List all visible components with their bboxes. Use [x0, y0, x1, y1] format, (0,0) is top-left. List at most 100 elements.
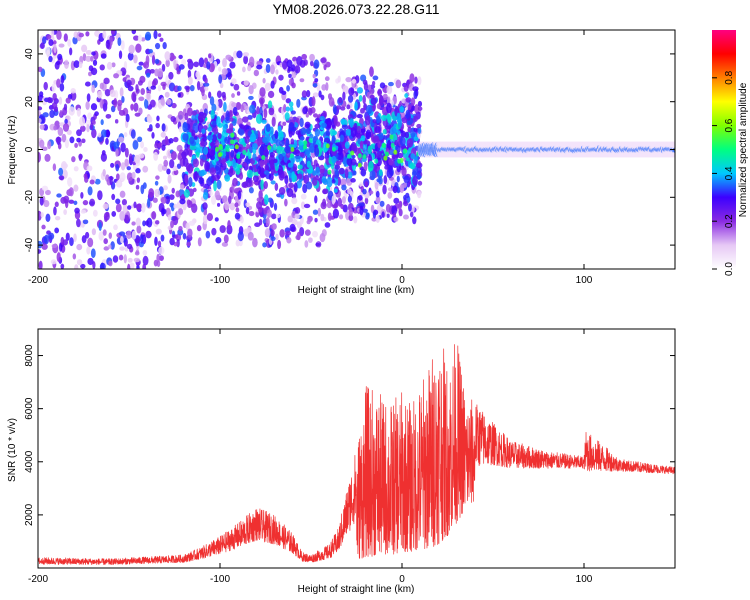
heatmap-cell: [187, 76, 193, 86]
heatmap-cell: [244, 135, 250, 144]
heatmap-cell: [240, 104, 244, 113]
heatmap-cell: [358, 94, 363, 102]
heatmap-cell: [368, 160, 374, 172]
heatmap-cell: [267, 100, 273, 110]
heatmap-cell: [103, 77, 110, 85]
heatmap-cell: [232, 106, 238, 116]
heatmap-cell: [41, 224, 46, 230]
heatmap-cell: [132, 139, 139, 150]
heatmap-cell: [182, 232, 187, 240]
heatmap-cell: [144, 31, 152, 41]
heatmap-cell: [110, 162, 115, 168]
heatmap-cell: [154, 58, 160, 65]
heatmap-cell: [231, 93, 235, 98]
heatmap-cell: [149, 99, 156, 108]
heatmap-cell: [164, 91, 170, 98]
heatmap-cell: [241, 181, 247, 188]
heatmap-cell: [178, 208, 184, 215]
heatmap-cell: [132, 164, 137, 170]
heatmap-cell: [299, 136, 305, 141]
heatmap-cell: [229, 144, 235, 150]
spectrogram-xtick-label: 0: [399, 275, 405, 286]
heatmap-cell: [279, 229, 285, 238]
heatmap-cell: [259, 145, 264, 157]
heatmap-cell: [38, 240, 43, 249]
heatmap-cell: [391, 205, 398, 216]
heatmap-cell: [211, 134, 218, 143]
heatmap-cell: [236, 153, 241, 159]
heatmap-cell: [386, 168, 393, 179]
heatmap-cell: [275, 139, 281, 147]
heatmap-cell: [98, 231, 104, 241]
heatmap-cell: [264, 82, 271, 92]
heatmap-cell: [318, 90, 322, 98]
heatmap-cell: [327, 212, 332, 222]
heatmap-cell: [293, 182, 298, 193]
heatmap-cell: [382, 128, 387, 135]
heatmap-cell: [157, 33, 162, 38]
heatmap-cell: [341, 196, 346, 204]
heatmap-cell: [214, 163, 222, 175]
heatmap-cell: [211, 103, 217, 112]
heatmap-cell: [80, 209, 87, 214]
heatmap-cell: [221, 68, 228, 75]
heatmap-cell: [51, 102, 58, 110]
heatmap-cell: [217, 152, 222, 158]
heatmap-cell: [369, 66, 374, 77]
heatmap-cell: [256, 106, 260, 115]
heatmap-cell: [235, 101, 242, 111]
heatmap-cell: [289, 153, 294, 159]
heatmap-cell: [324, 76, 330, 82]
heatmap-cell: [120, 162, 126, 171]
heatmap-cell: [259, 87, 266, 97]
snr-ytick-label: 2000: [24, 503, 35, 526]
heatmap-cell: [60, 75, 65, 84]
heatmap-cell: [279, 140, 285, 147]
heatmap-cell: [221, 157, 226, 165]
heatmap-cell: [320, 57, 327, 64]
heatmap-cell: [155, 175, 160, 180]
heatmap-cell: [402, 182, 407, 188]
heatmap-cell: [194, 142, 201, 151]
heatmap-cell: [230, 149, 235, 158]
heatmap-cell: [261, 136, 268, 143]
heatmap-cell: [85, 31, 90, 37]
heatmap-cell: [140, 88, 145, 96]
heatmap-cell: [386, 139, 392, 151]
heatmap-cell: [350, 178, 356, 183]
heatmap-cell: [405, 157, 410, 162]
heatmap-cell: [99, 262, 106, 269]
heatmap-cell: [242, 52, 250, 57]
heatmap-cell: [62, 123, 70, 132]
heatmap-cell: [192, 158, 199, 168]
heatmap-cell: [331, 155, 337, 164]
heatmap-cell: [253, 69, 260, 77]
heatmap-cell: [121, 95, 125, 104]
heatmap-cell: [173, 136, 179, 143]
heatmap-cell: [142, 165, 149, 173]
heatmap-cell: [142, 249, 148, 256]
heatmap-cell: [159, 37, 164, 42]
heatmap-cell: [193, 171, 199, 182]
heatmap-cell: [305, 89, 311, 98]
heatmap-cell: [288, 129, 293, 138]
heatmap-cell: [140, 234, 144, 244]
heatmap-cell: [383, 155, 388, 161]
heatmap-cell: [102, 203, 109, 210]
heatmap-cell: [265, 58, 271, 63]
heatmap-cell: [63, 209, 67, 215]
heatmap-cell: [344, 168, 349, 179]
heatmap-cell: [55, 136, 62, 144]
heatmap-cell: [138, 107, 143, 115]
heatmap-cell: [58, 175, 65, 181]
heatmap-cell: [372, 210, 377, 219]
colorbar-label: Normalized spectral amplitude: [738, 82, 749, 217]
heatmap-cell: [227, 219, 231, 230]
heatmap-cell: [193, 61, 199, 68]
heatmap-cell: [60, 236, 65, 245]
heatmap-cell: [91, 228, 96, 236]
snr-frame: [37, 328, 676, 569]
heatmap-cell: [384, 125, 391, 130]
heatmap-cell: [365, 129, 372, 140]
